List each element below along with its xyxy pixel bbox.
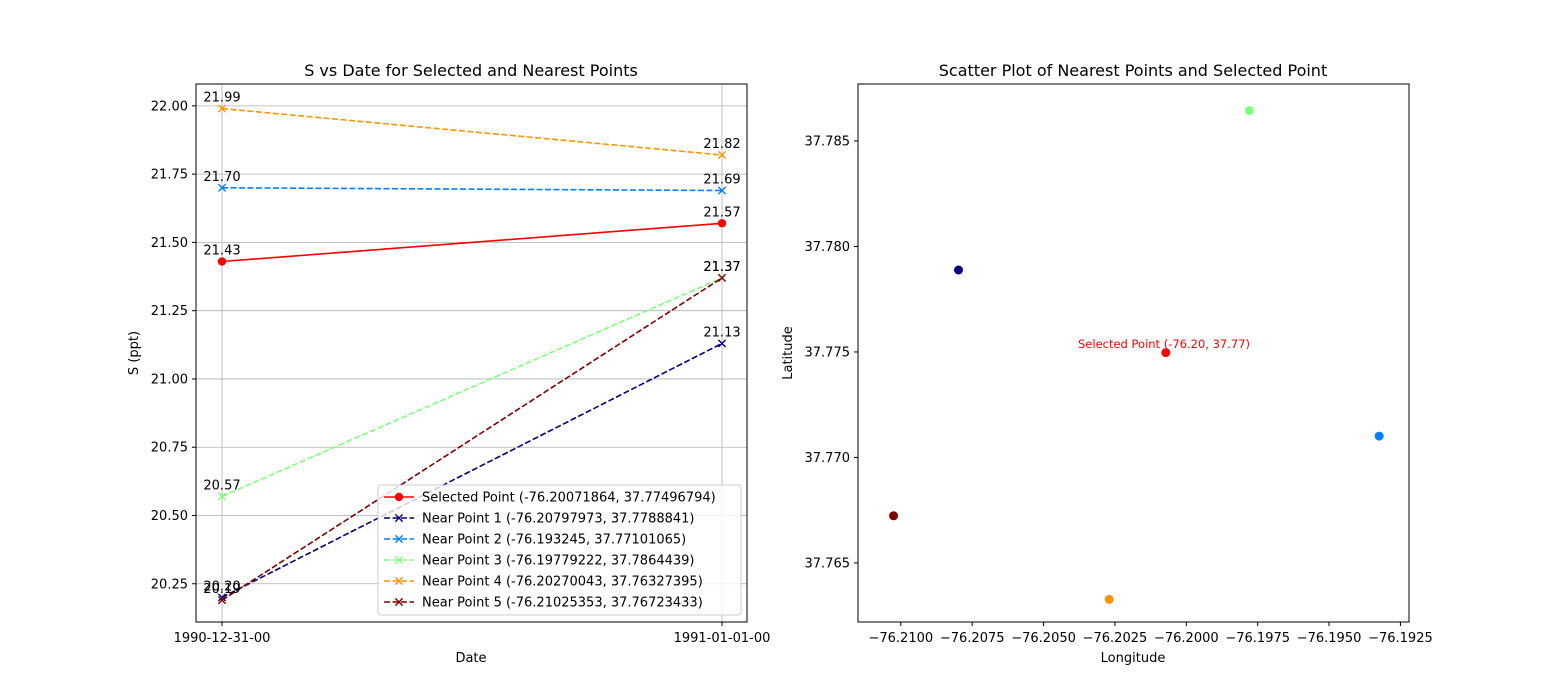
data-label: 21.82 <box>703 137 740 152</box>
legend-marker <box>394 492 404 502</box>
y-tick-label: 37.765 <box>805 556 851 571</box>
legend-marker <box>394 597 404 607</box>
y-tick-label: 22.00 <box>151 99 188 114</box>
selected-point-annotation: Selected Point (-76.20, 37.77) <box>1078 337 1250 351</box>
data-point <box>217 492 227 501</box>
data-label: 21.43 <box>203 244 240 259</box>
data-label: 21.69 <box>703 173 740 188</box>
x-tick-label: −76.1925 <box>1368 631 1433 646</box>
legend-label: Near Point 5 (-76.21025353, 37.76723433) <box>422 596 703 611</box>
data-label: 21.57 <box>703 205 740 220</box>
legend-box <box>377 484 742 616</box>
series-lines <box>217 104 727 605</box>
y-tick-label: 20.50 <box>151 509 188 524</box>
data-point <box>717 150 727 160</box>
legend-label: Near Point 2 (-76.193245, 37.77101065) <box>422 533 686 548</box>
series-line-2 <box>221 186 723 192</box>
legend-marker <box>394 534 404 544</box>
y-axis-ticks: 20.25 20.50 20.75 21.00 21.25 21.50 21.75 22.00 <box>151 99 196 592</box>
chart-title: Scatter Plot of Nearest Points and Selec… <box>939 61 1327 80</box>
data-labels: 21.43 21.57 20.20 21.13 21.70 21.69 20.57 21.37… <box>203 91 740 598</box>
data-point <box>217 257 227 266</box>
y-tick-label: 37.770 <box>805 451 851 466</box>
data-label: 21.13 <box>703 325 740 340</box>
y-tick-label: 21.75 <box>151 168 188 183</box>
x-axis-ticks: 1990-12-31-00 1991-01-01-00 <box>174 622 771 646</box>
data-point <box>717 219 727 228</box>
series-line-4 <box>221 107 723 156</box>
legend-marker <box>394 513 404 523</box>
data-point <box>717 339 727 348</box>
series-line-0 <box>221 222 723 263</box>
legend-label: Near Point 1 (-76.20797973, 37.7788841) <box>422 512 695 527</box>
x-tick-label: 1990-12-31-00 <box>174 631 271 646</box>
x-tick-label: −76.1950 <box>1297 631 1362 646</box>
scatter-chart: Scatter Plot of Nearest Points and Selec… <box>781 61 1433 666</box>
scatter-point <box>1104 594 1114 604</box>
plot-frame <box>195 83 748 623</box>
y-tick-label: 37.785 <box>805 134 851 149</box>
legend-marker <box>394 576 404 586</box>
y-tick-label: 37.775 <box>805 345 851 360</box>
y-tick-label: 20.25 <box>151 577 188 592</box>
data-label: 21.37 <box>703 260 740 275</box>
x-tick-label: −76.2100 <box>868 631 933 646</box>
chart-title: S vs Date for Selected and Nearest Point… <box>304 61 638 80</box>
legend-label: Selected Point (-76.20071864, 37.7749679… <box>422 491 716 506</box>
data-point <box>717 273 727 282</box>
scatter-point <box>889 511 899 521</box>
scatter-point <box>1161 348 1171 358</box>
y-axis-ticks: 37.765 37.770 37.775 37.780 37.785 <box>805 134 858 571</box>
line-chart: S vs Date for Selected and Nearest Point… <box>127 61 770 666</box>
scatter-point <box>1244 106 1254 116</box>
x-tick-label: −76.2025 <box>1083 631 1148 646</box>
y-tick-label: 21.50 <box>151 236 188 251</box>
y-tick-label: 37.780 <box>805 240 851 255</box>
scatter-point <box>1374 431 1384 441</box>
y-tick-label: 20.75 <box>151 441 188 456</box>
legend-label: Near Point 4 (-76.20270043, 37.76327395) <box>422 575 703 590</box>
scatter-points <box>889 106 1384 604</box>
data-label: 20.19 <box>203 582 240 597</box>
legend-marker <box>394 555 404 565</box>
data-point <box>217 596 227 605</box>
x-axis-label: Longitude <box>1101 651 1166 666</box>
legend: Selected Point (-76.20071864, 37.7749679… <box>377 484 742 616</box>
data-point <box>217 104 227 113</box>
data-label: 21.70 <box>203 170 240 185</box>
legend-label: Near Point 3 (-76.19779222, 37.7864439) <box>422 554 695 569</box>
x-tick-label: −76.1975 <box>1225 631 1290 646</box>
x-tick-label: −76.2075 <box>940 631 1005 646</box>
x-tick-label: 1991-01-01-00 <box>674 631 771 646</box>
data-label: 20.20 <box>203 579 240 594</box>
data-point <box>217 593 227 602</box>
data-point <box>717 186 727 195</box>
scatter-point <box>954 265 964 275</box>
series-line-3 <box>221 277 723 498</box>
x-tick-label: −76.2050 <box>1011 631 1076 646</box>
data-label: 20.57 <box>203 478 240 493</box>
data-label: 21.37 <box>703 260 740 275</box>
plot-frame <box>857 83 1410 623</box>
data-point <box>217 183 227 192</box>
x-tick-label: −76.2000 <box>1154 631 1219 646</box>
data-label: 21.99 <box>203 91 240 106</box>
y-axis-label: S (ppt) <box>127 331 142 375</box>
x-axis-ticks: −76.2100 −76.2075 −76.2050 −76.2025 −76.2000… <box>868 622 1433 646</box>
y-tick-label: 21.00 <box>151 372 188 387</box>
x-axis-label: Date <box>455 651 486 666</box>
y-tick-label: 21.25 <box>151 304 188 319</box>
y-axis-label: Latitude <box>781 326 796 380</box>
series-line-5 <box>221 277 723 601</box>
